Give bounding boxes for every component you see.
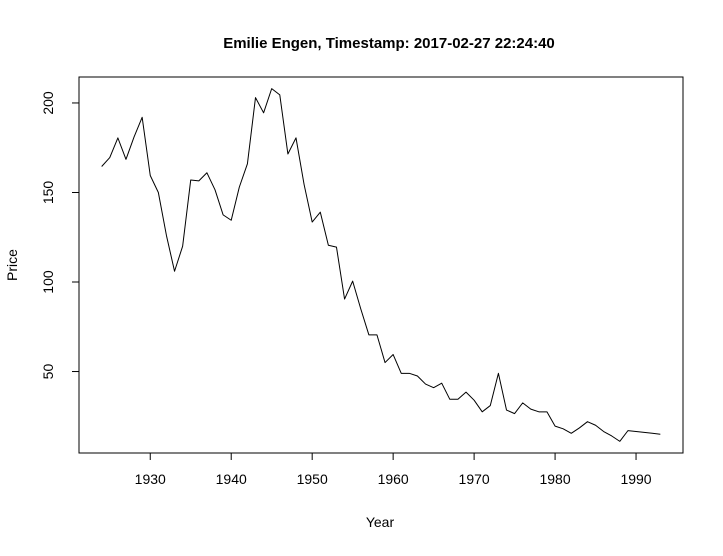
x-tick-label: 1980 xyxy=(539,471,570,487)
series-group xyxy=(101,88,661,442)
y-axis-label: Price xyxy=(4,249,20,281)
plot-area-border xyxy=(78,76,684,454)
x-tick-label: 1960 xyxy=(378,471,409,487)
x-tick-label: 1930 xyxy=(135,471,166,487)
x-axis-label: Year xyxy=(366,514,395,530)
y-tick-label: 100 xyxy=(40,270,56,294)
x-tick-label: 1950 xyxy=(297,471,328,487)
x-axis: 1930 1940 1950 1960 1970 1980 1990 xyxy=(135,452,652,487)
y-tick-label: 50 xyxy=(40,364,56,380)
x-tick-label: 1990 xyxy=(620,471,651,487)
chart-title: Emilie Engen, Timestamp: 2017-02-27 22:2… xyxy=(223,35,555,52)
y-tick-label: 150 xyxy=(40,181,56,205)
x-tick-label: 1940 xyxy=(216,471,247,487)
y-axis: 50 100 150 200 xyxy=(40,91,80,380)
x-tick-label: 1970 xyxy=(459,471,490,487)
y-tick-label: 200 xyxy=(40,91,56,115)
series-line xyxy=(101,88,661,442)
